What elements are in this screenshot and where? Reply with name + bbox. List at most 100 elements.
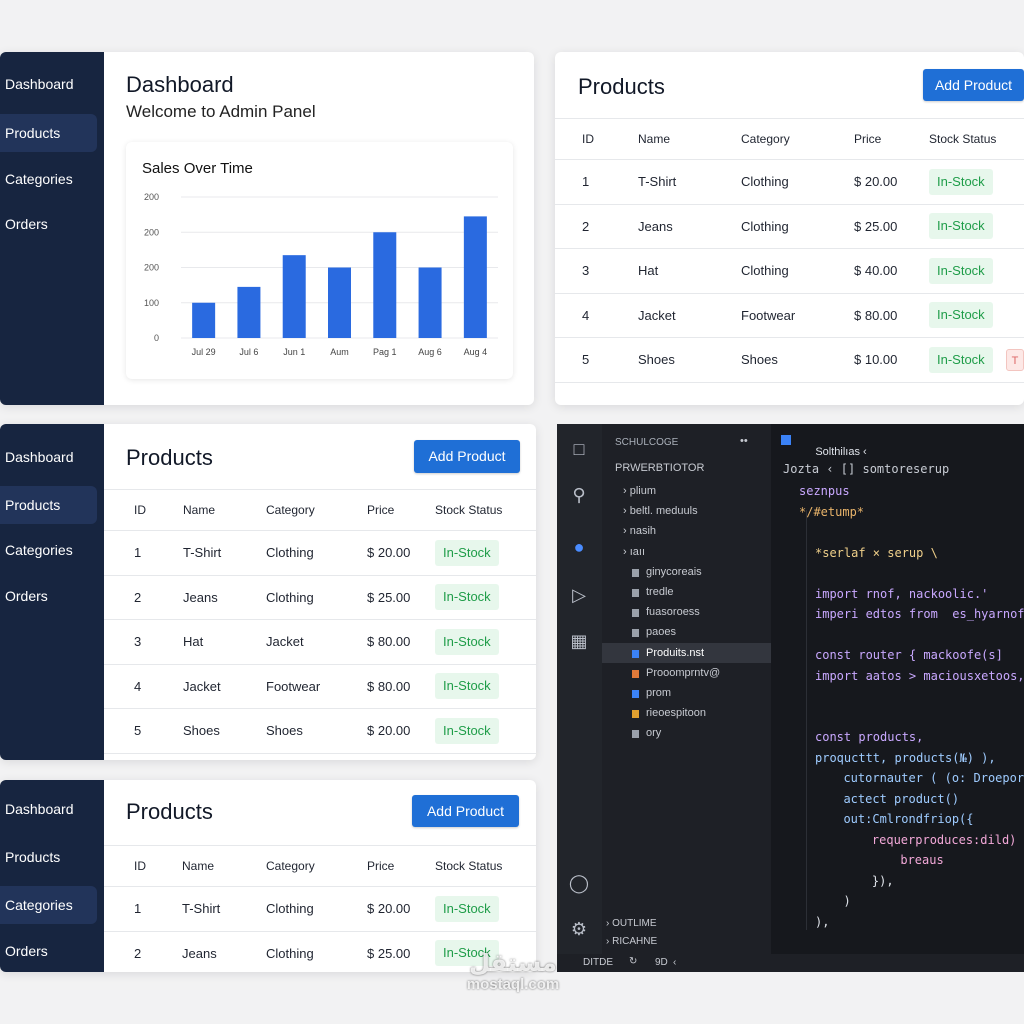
run-debug-icon[interactable]: ▷ xyxy=(572,585,586,605)
column-header: Name xyxy=(182,859,215,873)
sidebar: Dashboard Products Categories Orders xyxy=(0,780,104,972)
table-row[interactable]: 5 Shoes Shoes $ 20.00 In-Stock xyxy=(104,708,536,753)
status-left[interactable]: DITDE xyxy=(583,957,613,968)
file-item[interactable]: Produits.nst xyxy=(646,646,705,659)
table-row[interactable]: 4 Jacket Footwear $ 80.00 In-Stock xyxy=(104,663,536,709)
table-row[interactable]: 1 T-Shirt Clothing $ 20.00 In-Stock xyxy=(104,530,536,575)
column-header: ID xyxy=(134,859,146,873)
file-icon xyxy=(632,609,639,618)
file-item[interactable]: tredle xyxy=(646,586,674,598)
cell-price: $ 20.00 xyxy=(367,545,411,560)
code-line: cutornauter ( (o: Droepor(( xyxy=(829,771,1024,785)
editor-tab[interactable]: Solthilıas ‹ xyxy=(797,434,866,470)
table-row[interactable]: 3 Hat Jacket $ 80.00 In-Stock xyxy=(104,619,536,664)
sidebar-item-products[interactable]: Products xyxy=(0,114,97,152)
project-name[interactable]: PRWERBTIOTOR xyxy=(615,462,705,474)
sidebar: Dashboard Products Categories Orders xyxy=(0,424,104,760)
folder-item[interactable]: › nasih xyxy=(623,525,657,538)
status-chevron: ‹ xyxy=(673,957,677,968)
cell-category: Clothing xyxy=(741,263,789,278)
sidebar-item-orders[interactable]: Orders xyxy=(5,588,48,604)
sidebar-item-categories[interactable]: Categories xyxy=(5,171,73,187)
cell-category: Clothing xyxy=(266,545,314,560)
add-product-button[interactable]: Add Product xyxy=(414,440,520,473)
table-row[interactable]: 2 Jeans Clothing $ 25.00 In-Stock xyxy=(104,930,536,973)
cell-price: $ 20.00 xyxy=(854,174,898,189)
chart-bar[interactable] xyxy=(237,286,261,338)
cell-price: $ 80.00 xyxy=(367,634,411,649)
status-badge: In-Stock xyxy=(929,213,993,240)
chart-bar[interactable] xyxy=(192,302,216,338)
status-bar: DITDE ↻ 9D ‹ xyxy=(557,954,1024,972)
sidebar-item-dashboard[interactable]: Dashboard xyxy=(5,801,74,817)
chart-bar[interactable] xyxy=(418,267,442,339)
add-product-button[interactable]: Add Product xyxy=(923,69,1024,101)
products-table: ID Name Category Price Stock Status 1 T-Shirt C… xyxy=(104,845,536,972)
y-tick-label: 200 xyxy=(144,263,159,273)
file-item[interactable]: fuasoroess xyxy=(646,606,700,619)
sidebar-item-categories[interactable]: Categories xyxy=(5,542,73,558)
chart-bar[interactable] xyxy=(463,216,487,338)
table-row[interactable]: 1 T-Shirt Clothing $ 20.00 In-Stock xyxy=(104,886,536,931)
file-item[interactable]: Prooomprntv@ xyxy=(646,666,721,679)
table-row[interactable]: 2 Jeans Clothing $ 25.00 In-Stock xyxy=(104,574,536,620)
sidebar-item-dashboard[interactable]: Dashboard xyxy=(5,76,74,92)
folder-item[interactable]: › beltl. meduuls xyxy=(623,505,698,518)
table-row[interactable]: 1 T-Shirt Clothing $ 20.00 In-Stock xyxy=(555,159,1024,204)
code-pane[interactable]: Solthilıas ‹ Jozta ‹ [] somtoreserup sez… xyxy=(771,424,1024,954)
file-icon xyxy=(632,710,639,719)
table-row[interactable]: 4 Jacket Footwear $ 80.00 In-Stock xyxy=(555,292,1024,338)
table-row[interactable]: 5 Shoes Shoes $ 10.00 In-Stock T xyxy=(555,337,1024,382)
editor-tab-label: Solthilıas xyxy=(815,446,860,458)
cell-price: $ 10.00 xyxy=(854,352,898,367)
watermark-latin: mostaql.com xyxy=(466,976,560,993)
cell-price: $ 80.00 xyxy=(854,307,898,323)
account-icon[interactable]: ◯ xyxy=(568,873,590,893)
file-item[interactable]: prom xyxy=(646,687,672,699)
cell-id: 2 xyxy=(134,589,142,605)
source-control-icon[interactable]: ● xyxy=(573,537,585,557)
file-item[interactable]: ory xyxy=(646,727,662,740)
code-line: }), xyxy=(843,873,894,888)
table-row[interactable]: 3 Hat Clothing $ 40.00 In-Stock xyxy=(555,248,1024,293)
file-item[interactable]: ginycoreais xyxy=(646,565,702,578)
explorer-more-icon[interactable]: •• xyxy=(740,435,748,447)
chart-bar[interactable] xyxy=(373,232,397,338)
status-badge: In-Stock xyxy=(435,717,499,744)
y-tick-label: 200 xyxy=(144,227,159,237)
folder-item[interactable]: › ıaıı xyxy=(623,545,646,558)
extensions-icon[interactable]: ▦ xyxy=(570,631,588,651)
cell-category: Clothing xyxy=(266,945,314,961)
search-icon[interactable]: ⚲ xyxy=(572,485,586,505)
watermark: مستقل mostaql.com xyxy=(448,950,578,993)
cell-category: Clothing xyxy=(741,174,789,189)
chart-bar[interactable] xyxy=(282,255,306,338)
sidebar-item-categories[interactable]: Categories xyxy=(0,886,97,924)
folder-item[interactable]: › plium xyxy=(623,485,657,497)
status-mid[interactable]: 9D xyxy=(655,957,668,968)
x-tick-label: Pag 1 xyxy=(373,347,397,357)
timeline-section[interactable]: › RICAHNE xyxy=(606,936,658,947)
cell-price: $ 40.00 xyxy=(854,263,898,278)
file-item[interactable]: rieoespitoon xyxy=(646,707,706,720)
cell-name: T-Shirt xyxy=(183,545,222,560)
table-header-row: ID Name Category Price Stock Status xyxy=(555,118,1024,159)
y-tick-label: 0 xyxy=(154,333,159,343)
add-product-button[interactable]: Add Product xyxy=(412,795,519,827)
sync-icon[interactable]: ↻ xyxy=(629,956,638,967)
cell-name: Hat xyxy=(183,634,204,649)
chart-bar[interactable] xyxy=(328,267,351,339)
sidebar-item-orders[interactable]: Orders xyxy=(5,216,48,232)
files-icon[interactable]: □ xyxy=(573,439,585,459)
outline-section[interactable]: › OUTLIME xyxy=(606,918,657,929)
file-item[interactable]: paoes xyxy=(646,626,676,639)
gear-icon[interactable]: ⚙ xyxy=(570,919,588,939)
sidebar-item-products[interactable]: Products xyxy=(5,849,61,865)
sidebar-item-orders[interactable]: Orders xyxy=(5,943,48,959)
cell-id: 4 xyxy=(582,307,590,323)
sidebar-item-products[interactable]: Products xyxy=(0,486,97,524)
table-row[interactable]: 2 Jeans Clothing $ 25.00 In-Stock xyxy=(555,203,1024,249)
file-icon xyxy=(632,690,639,698)
sidebar-item-dashboard[interactable]: Dashboard xyxy=(5,449,74,465)
file-icon xyxy=(632,649,639,658)
